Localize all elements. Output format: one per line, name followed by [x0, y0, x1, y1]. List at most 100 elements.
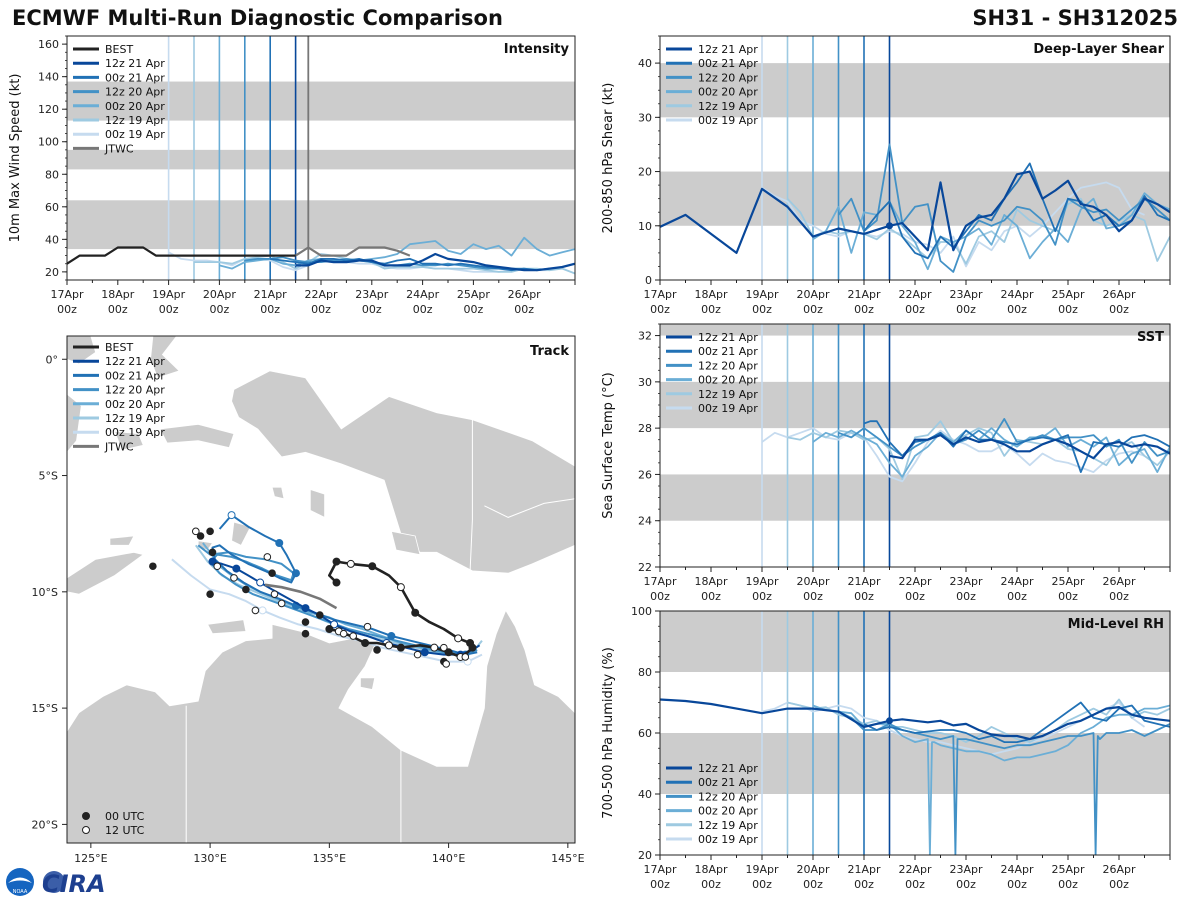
rh-xtick-label: 00z: [701, 878, 721, 891]
track-legend-label: 00z 19 Apr: [105, 426, 165, 439]
track-point: [411, 608, 420, 617]
rh-ytick-label: 60: [638, 727, 652, 740]
track-point: [191, 527, 200, 536]
noaa-bird-icon: [8, 877, 32, 883]
shear-ytick-label: 30: [638, 111, 652, 124]
intensity-xtick-label: 18Apr: [101, 288, 135, 301]
rh-xtick-label: 00z: [905, 878, 925, 891]
intensity-xtick-label: 00z: [514, 303, 534, 316]
track-xtick-label: 135°E: [313, 852, 346, 865]
rh-xtick-label: 26Apr: [1102, 863, 1136, 876]
rh-legend-label: 00z 20 Apr: [698, 805, 758, 818]
intensity-xtick-label: 22Apr: [304, 288, 338, 301]
track-point: [442, 660, 451, 668]
track-plot-area: [67, 336, 575, 843]
land-mass: [359, 677, 376, 690]
track-point: [275, 538, 284, 547]
track-point: [373, 646, 381, 654]
track-point: [346, 559, 355, 568]
shear-xtick-label: 00z: [1058, 303, 1078, 316]
track-point: [268, 569, 276, 578]
track-point: [256, 578, 265, 587]
shear-xtick-label: 00z: [752, 303, 772, 316]
track-point: [384, 641, 393, 650]
shear-plot-area: [660, 36, 1170, 280]
land-mass: [67, 336, 97, 365]
intensity-xtick-label: 00z: [362, 303, 382, 316]
track-point: [444, 648, 453, 657]
track-xtick-label: 140°E: [432, 852, 465, 865]
intensity-xtick-label: 00z: [464, 303, 484, 316]
track-point: [213, 562, 222, 571]
shear-xtick-label: 23Apr: [949, 288, 983, 301]
rh-plot-area: [660, 611, 1170, 855]
intensity-ylabel: 10m Max Wind Speed (kt): [8, 74, 23, 243]
sst-xtick-label: 00z: [854, 590, 874, 603]
rh-xtick-label: 22Apr: [898, 863, 932, 876]
sst-legend-label: 00z 20 Apr: [698, 374, 758, 387]
intensity-band-2: [67, 81, 575, 121]
track-point: [440, 643, 448, 652]
sst-panel-title: SST: [1137, 330, 1164, 345]
shear-xtick-label: 21Apr: [847, 288, 881, 301]
sst-ytick-label: 32: [638, 330, 652, 343]
sst-legend-label: 12z 19 Apr: [698, 388, 758, 401]
track-point: [270, 590, 279, 598]
intensity-series-line: [168, 251, 550, 273]
track-point: [396, 583, 405, 592]
shear-xtick-label: 00z: [701, 303, 721, 316]
shear-legend-label: 12z 20 Apr: [698, 71, 758, 84]
track-point: [291, 569, 300, 578]
shear-xtick-label: 00z: [1109, 303, 1129, 316]
rh-xtick-label: 00z: [803, 878, 823, 891]
land-mass: [231, 370, 575, 574]
intensity-xtick-label: 24Apr: [406, 288, 440, 301]
intensity-band-0: [67, 200, 575, 250]
rh-xtick-label: 20Apr: [796, 863, 830, 876]
sst-xtick-label: 18Apr: [694, 575, 728, 588]
intensity-ytick-label: 120: [38, 103, 59, 116]
shear-ytick-label: 20: [638, 166, 652, 179]
shear-ytick-label: 0: [645, 274, 652, 287]
rh-marker-point: [886, 717, 893, 725]
sst-xtick-label: 19Apr: [745, 575, 779, 588]
intensity-xtick-label: 00z: [210, 303, 230, 316]
track-point: [368, 562, 377, 571]
track-point: [258, 606, 267, 615]
track-line: [171, 558, 483, 663]
land-mass: [67, 609, 575, 843]
land-mass: [390, 530, 421, 556]
shear-series-line: [660, 170, 1170, 254]
track-point: [430, 643, 439, 652]
shear-marker-point: [886, 222, 893, 230]
sst-xtick-label: 26Apr: [1102, 575, 1136, 588]
map-border: [484, 498, 575, 518]
shear-ylabel: 200-850 hPa Shear (kt): [601, 83, 616, 234]
panel-shear: 0 10 20 30 40 17Apr 00z 18Apr 00z 19Apr 00z 20Apr 00…: [601, 35, 1171, 316]
intensity-series-line: [67, 246, 296, 265]
rh-legend-label: 12z 20 Apr: [698, 790, 758, 803]
track-legend-label: JTWC: [104, 440, 134, 453]
intensity-legend-label: 00z 19 Apr: [105, 128, 165, 141]
track-xtick-label: 145°E: [551, 852, 584, 865]
rh-legend-label: 12z 21 Apr: [698, 762, 758, 775]
track-marker-legend-swatch: [82, 812, 90, 820]
shear-xtick-label: 17Apr: [643, 288, 677, 301]
track-point: [301, 604, 310, 613]
rh-panel-title: Mid-Level RH: [1068, 617, 1164, 632]
intensity-ytick-label: 100: [38, 136, 59, 149]
track-legend-label: 00z 20 Apr: [105, 398, 165, 411]
rh-xtick-label: 21Apr: [847, 863, 881, 876]
shear-series-line: [761, 181, 1145, 268]
track-line: [197, 544, 478, 656]
shear-ytick-label: 10: [638, 220, 652, 233]
track-line: [264, 583, 338, 610]
shear-series-line: [812, 192, 1170, 271]
sst-xtick-label: 17Apr: [643, 575, 677, 588]
sst-series-line: [787, 420, 1170, 481]
rh-ytick-label: 100: [631, 605, 652, 618]
track-point: [454, 634, 463, 643]
rh-ylabel: 700-500 hPa Humidity (%): [601, 647, 616, 819]
